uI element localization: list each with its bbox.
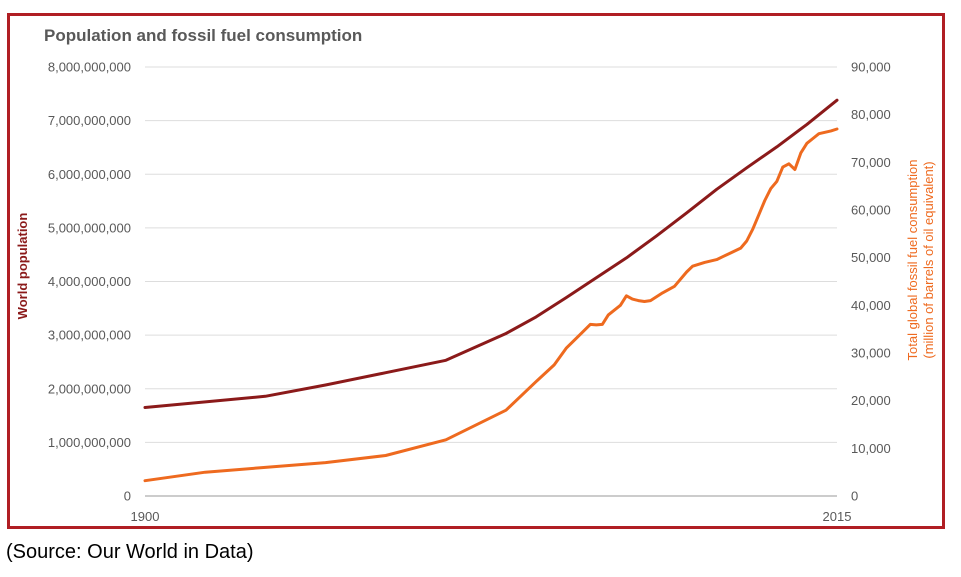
x-axis-ticks: 1900 2015 (131, 509, 852, 524)
x-tick-label: 2015 (823, 509, 852, 524)
left-tick-label: 1,000,000,000 (48, 435, 131, 450)
right-axis-ticks: 0 10,000 20,000 30,000 40,000 50,000 60,000 70,… (851, 60, 891, 504)
right-tick-label: 70,000 (851, 155, 891, 170)
left-tick-label: 4,000,000,000 (48, 274, 131, 289)
right-tick-label: 0 (851, 489, 858, 504)
right-tick-label: 30,000 (851, 346, 891, 361)
left-tick-label: 8,000,000,000 (48, 60, 131, 75)
chart-title: Population and fossil fuel consumption (44, 26, 363, 45)
right-tick-label: 60,000 (851, 203, 891, 218)
population-line (143, 98, 839, 409)
left-tick-label: 0 (124, 489, 131, 504)
right-tick-label: 40,000 (851, 298, 891, 313)
gridlines (145, 66, 837, 497)
left-tick-label: 3,000,000,000 (48, 328, 131, 343)
right-tick-label: 90,000 (851, 60, 891, 75)
left-tick-label: 2,000,000,000 (48, 381, 131, 396)
left-tick-label: 5,000,000,000 (48, 220, 131, 235)
left-tick-label: 7,000,000,000 (48, 113, 131, 128)
left-axis-label: World population (15, 213, 30, 320)
chart-frame (7, 13, 945, 529)
source-note: (Source: Our World in Data) (6, 541, 254, 563)
left-tick-label: 6,000,000,000 (48, 167, 131, 182)
right-tick-label: 10,000 (851, 441, 891, 456)
x-tick-label: 1900 (131, 509, 160, 524)
left-axis-ticks: 0 1,000,000,000 2,000,000,000 3,000,000,000… (48, 60, 131, 504)
right-tick-label: 50,000 (851, 250, 891, 265)
right-axis-label: Total global fossil fuel consumption (905, 160, 920, 361)
right-tick-label: 20,000 (851, 393, 891, 408)
right-axis-label-units: (million of barrels of oil equivalent) (921, 161, 936, 358)
fossil-fuel-line (143, 127, 839, 483)
right-tick-label: 80,000 (851, 107, 891, 122)
series-lines (143, 98, 839, 483)
